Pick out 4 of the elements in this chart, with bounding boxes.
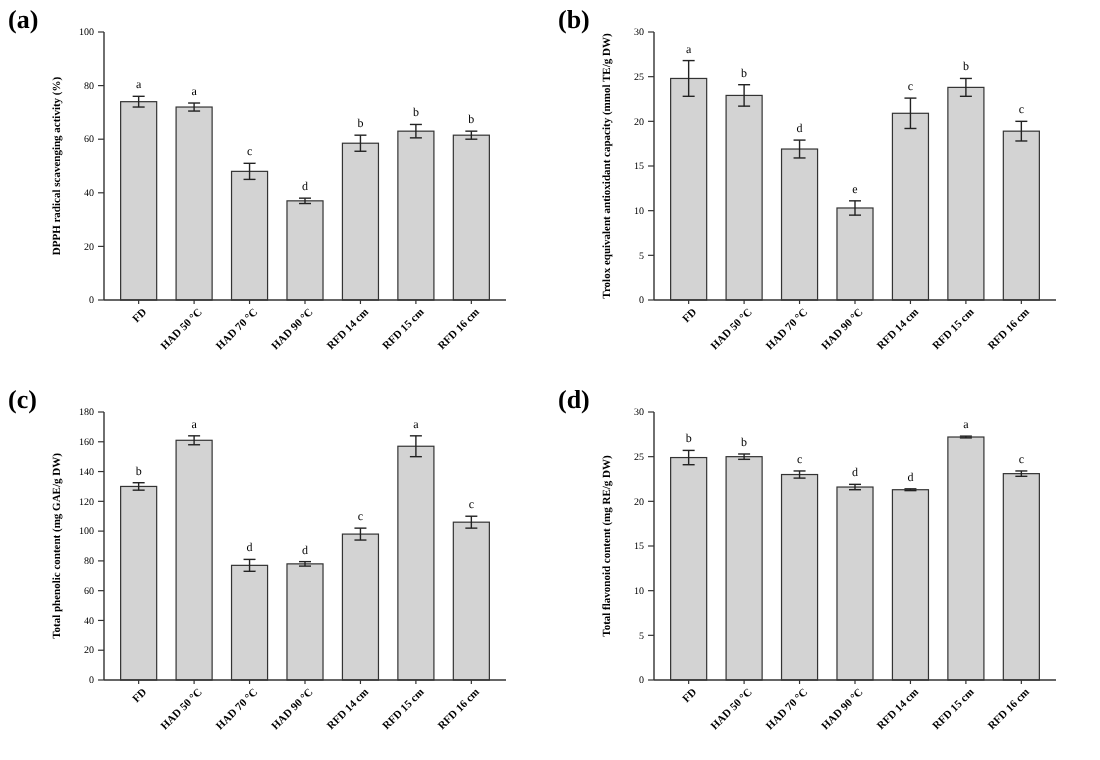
chart-title: (d) bbox=[558, 384, 590, 414]
chart-title: (b) bbox=[558, 4, 590, 34]
chart-title: (c) bbox=[8, 384, 37, 414]
chart-title: (a) bbox=[8, 4, 39, 34]
